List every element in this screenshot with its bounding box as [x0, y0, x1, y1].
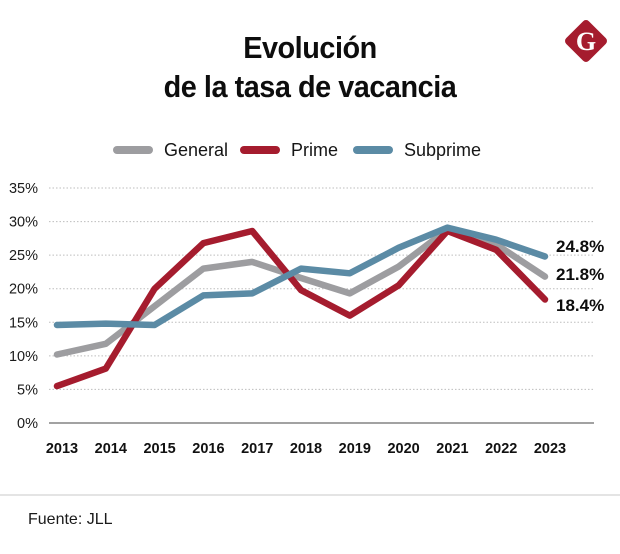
y-tick-label: 10% [9, 349, 38, 365]
chart-title-line-2: de la tasa de vacancia [163, 69, 457, 104]
legend-label-general: General [164, 139, 229, 160]
x-tick-label: 2020 [387, 441, 419, 457]
y-tick-label: 5% [17, 382, 38, 398]
series-lines [53, 224, 549, 390]
x-tick-label: 2017 [241, 441, 273, 457]
y-tick-label: 20% [9, 282, 38, 298]
chart-legend: General Prime Subprime [0, 139, 620, 161]
legend-swatch-prime [240, 146, 280, 154]
x-axis-ticks: 2013 2014 2015 2016 2017 2018 2019 2020 2021 2022… [46, 441, 566, 457]
legend-item-general: General [113, 139, 228, 161]
x-tick-label: 2019 [339, 441, 371, 457]
y-tick-label: 25% [9, 248, 38, 264]
end-label-prime: 18.4% [556, 296, 604, 315]
legend-swatch-general [113, 146, 153, 154]
y-tick-label: 35% [9, 181, 38, 197]
y-tick-label: 15% [9, 315, 38, 331]
line-chart: 0%5%10%15%20%25%30%35% 2013 2014 2015 2016 2… [9, 181, 604, 457]
end-label-subprime: 24.8% [556, 237, 604, 256]
source-note: Fuente: JLL [28, 511, 113, 528]
legend-label-subprime: Subprime [404, 139, 482, 160]
x-tick-label: 2021 [436, 441, 468, 457]
y-tick-label: 30% [9, 215, 38, 231]
x-tick-label: 2015 [143, 441, 175, 457]
chart-title-line-1: Evolución [243, 30, 377, 65]
legend-label-prime: Prime [291, 139, 339, 160]
end-label-general: 21.8% [556, 265, 604, 284]
x-tick-label: 2016 [192, 441, 224, 457]
series-line-subprime [53, 224, 549, 329]
legend-item-prime: Prime [240, 139, 338, 161]
y-tick-label: 0% [17, 416, 38, 432]
x-tick-label: 2018 [290, 441, 322, 457]
x-tick-label: 2022 [485, 441, 517, 457]
y-axis-ticks: 0% 5% 10% 15% 20% 25% 30% 35% [9, 181, 38, 432]
series-line-prime [53, 227, 549, 390]
gridlines [49, 187, 594, 390]
x-tick-label: 2014 [95, 441, 127, 457]
end-value-labels: 21.8% 18.4% 24.8% [556, 237, 604, 315]
x-tick-label: 2013 [46, 441, 78, 457]
legend-swatch-subprime [353, 146, 393, 154]
footer-divider [0, 494, 620, 496]
brand-logo-icon: G [565, 20, 607, 62]
logo-letter: G [576, 27, 596, 56]
legend-item-subprime: Subprime [353, 139, 481, 161]
x-tick-label: 2023 [534, 441, 566, 457]
